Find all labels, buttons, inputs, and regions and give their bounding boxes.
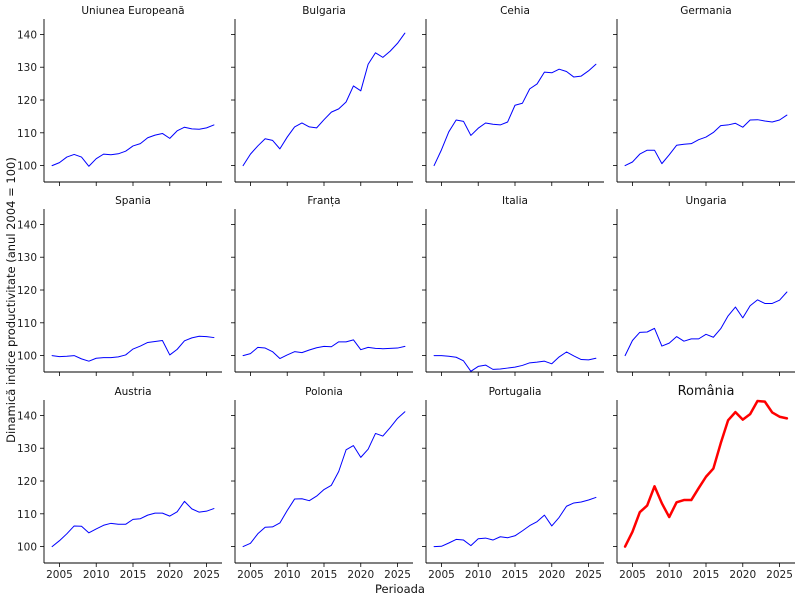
- x-tick-label: 2020: [729, 569, 756, 581]
- series-line-spania: [51, 335, 215, 362]
- x-tick-label: 2005: [619, 569, 646, 581]
- panel-title: Spania: [115, 195, 151, 207]
- y-tick-label: 120: [17, 95, 37, 107]
- y-tick-label: 110: [17, 128, 37, 140]
- panel-bulgaria: Bulgaria: [231, 5, 413, 186]
- y-tick-label: 140: [17, 410, 37, 422]
- x-tick-label: 2010: [465, 569, 492, 581]
- x-axis-title: Perioada: [375, 582, 425, 596]
- panel-romania: România 2005 2010 2015 2020 2025: [613, 384, 795, 581]
- y-tick-label: 130: [17, 62, 37, 74]
- panel-title: Italia: [502, 195, 528, 207]
- y-tick-label: 120: [17, 285, 37, 297]
- series-line-uniunea-europeana: [51, 124, 215, 167]
- panel-uniunea-europeana: Uniunea Europeană 100 110 120 130 140: [17, 5, 222, 186]
- y-tick-label: 100: [17, 161, 37, 173]
- panel-polonia: Polonia 2005 2010 2015 2020 2025: [231, 386, 413, 581]
- panels: Uniunea Europeană 100 110 120 130 140 Bulgaria…: [17, 5, 795, 581]
- y-tick-label: 130: [17, 443, 37, 455]
- y-tick-label: 140: [17, 219, 37, 231]
- panel-ungaria: Ungaria: [613, 195, 795, 376]
- series-line-ungaria: [624, 291, 788, 357]
- y-axis-title: Dinamică indice productivitate (anul 200…: [4, 157, 18, 443]
- panel-spania: Spania 100 110 120 130 140: [17, 195, 222, 376]
- x-tick-label: 2025: [193, 569, 220, 581]
- x-tick-label: 2015: [693, 569, 720, 581]
- x-tick-label: 2005: [428, 569, 455, 581]
- y-tick-label: 120: [17, 476, 37, 488]
- x-tick-label: 2005: [46, 569, 73, 581]
- x-tick-label: 2010: [274, 569, 301, 581]
- series-line-franta: [242, 339, 406, 360]
- panel-title: Polonia: [305, 386, 343, 398]
- x-tick-label: 2020: [347, 569, 374, 581]
- y-tick-label: 100: [17, 351, 37, 363]
- panel-title: Austria: [114, 386, 151, 398]
- x-tick-label: 2020: [538, 569, 565, 581]
- x-tick-label: 2015: [311, 569, 338, 581]
- x-tick-label: 2005: [237, 569, 264, 581]
- series-line-romania: [623, 399, 789, 548]
- series-line-austria: [51, 500, 215, 548]
- panel-title: Bulgaria: [302, 5, 346, 17]
- series-line-cehia: [433, 63, 597, 167]
- panel-title: Cehia: [500, 5, 530, 17]
- x-tick-label: 2025: [575, 569, 602, 581]
- panel-title: Uniunea Europeană: [81, 5, 184, 17]
- y-tick-label: 130: [17, 252, 37, 264]
- x-tick-label: 2010: [656, 569, 683, 581]
- panel-title: Franța: [307, 195, 340, 207]
- panel-portugalia: Portugalia 2005 2010 2015 2020 2025: [422, 386, 604, 581]
- panel-austria: Austria 2005 2010 2015 2020 2025 100 110 120 130 1…: [17, 386, 222, 581]
- y-tick-label: 100: [17, 542, 37, 554]
- panel-title: România: [678, 384, 735, 399]
- series-line-italia: [433, 351, 597, 372]
- y-tick-label: 110: [17, 318, 37, 330]
- panel-cehia: Cehia: [422, 5, 604, 186]
- series-line-bulgaria: [242, 32, 406, 167]
- panel-title: Portugalia: [489, 386, 542, 398]
- series-line-polonia: [242, 411, 406, 548]
- x-tick-label: 2025: [766, 569, 793, 581]
- y-tick-label: 140: [17, 29, 37, 41]
- series-line-germania: [624, 114, 788, 167]
- panel-germania: Germania: [613, 5, 795, 186]
- x-tick-label: 2025: [384, 569, 411, 581]
- y-tick-label: 110: [17, 509, 37, 521]
- panel-franta: Franța: [231, 195, 413, 376]
- series-line-portugalia: [433, 496, 597, 548]
- panel-title: Germania: [680, 5, 731, 17]
- panel-italia: Italia: [422, 195, 604, 376]
- x-tick-label: 2010: [83, 569, 110, 581]
- x-tick-label: 2015: [120, 569, 147, 581]
- x-tick-label: 2015: [502, 569, 529, 581]
- panel-title: Ungaria: [685, 195, 726, 207]
- x-tick-label: 2020: [156, 569, 183, 581]
